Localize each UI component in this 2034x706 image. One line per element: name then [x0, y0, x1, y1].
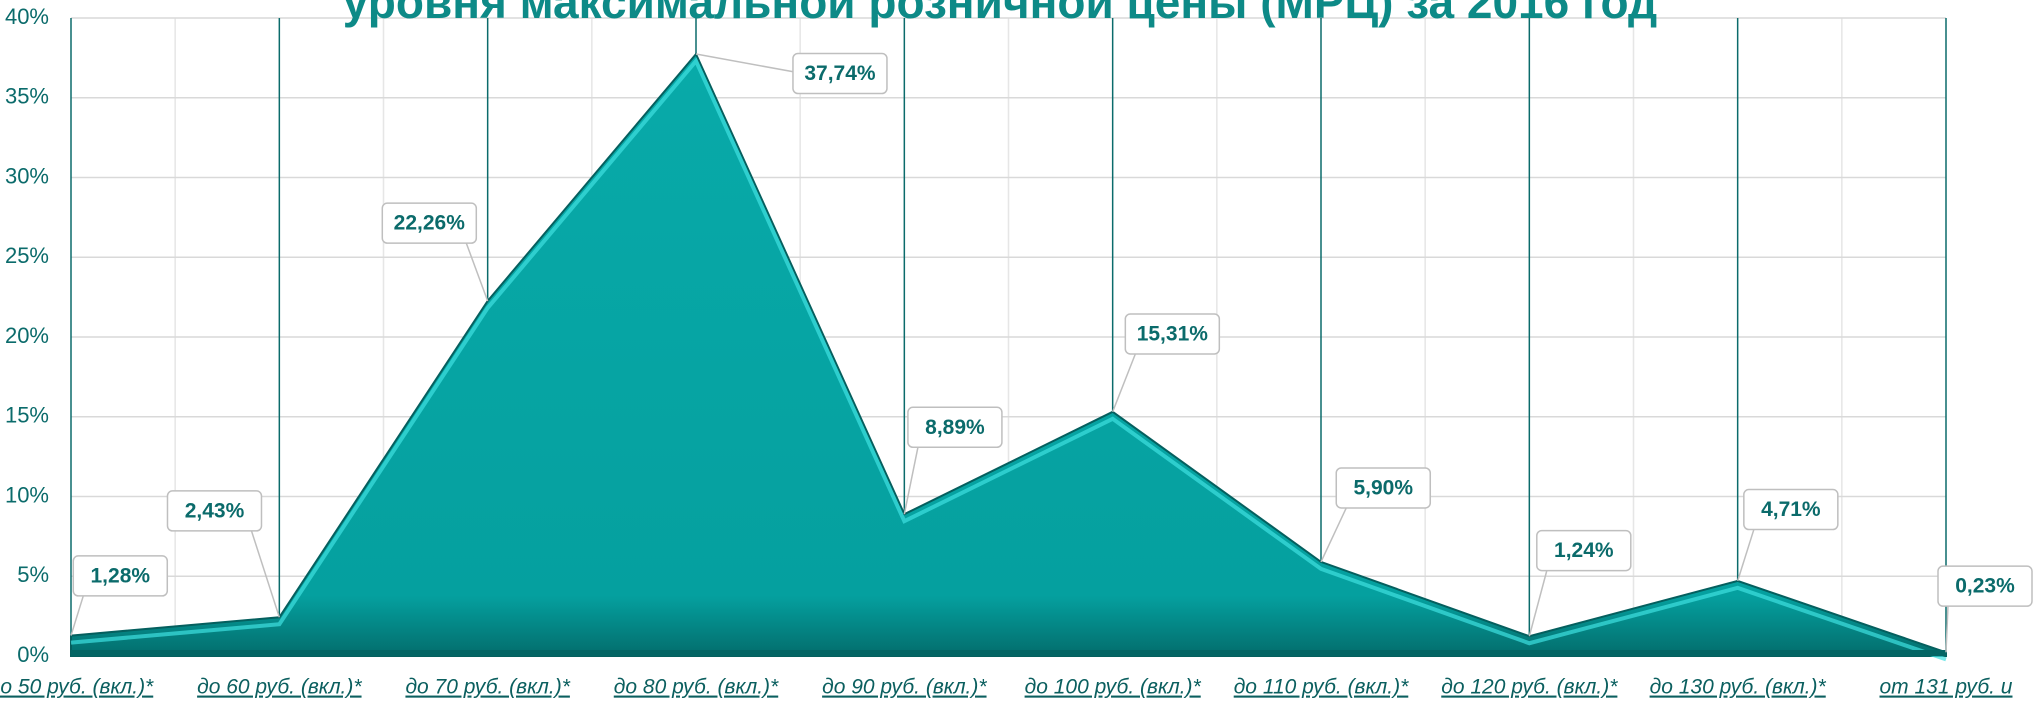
x-tick-label: до 60 руб. (вкл.)*	[197, 676, 362, 699]
value-label: 8,89%	[925, 416, 985, 439]
value-label: 2,43%	[185, 499, 245, 522]
x-tick-label: до 80 руб. (вкл.)*	[614, 676, 779, 699]
callout-box	[1743, 488, 1839, 531]
callout-leader	[1528, 570, 1548, 637]
y-tick-label: 35%	[5, 84, 49, 109]
callout-box	[1937, 565, 2033, 607]
callout-leader	[70, 595, 85, 636]
callout-box	[381, 202, 478, 244]
callout-box	[1536, 529, 1632, 572]
y-tick-label: 20%	[5, 323, 49, 348]
callout-leader	[1945, 606, 1949, 653]
callout-box	[1124, 313, 1221, 355]
value-label: 1,28%	[91, 564, 151, 587]
callout-leader	[903, 447, 919, 515]
y-tick-label: 40%	[5, 4, 49, 29]
value-label: 0,23%	[1955, 575, 2015, 598]
value-label: 15,31%	[1137, 323, 1209, 346]
x-tick-label: до 130 руб. (вкл.)*	[1650, 676, 1827, 699]
callout-leader	[1736, 529, 1755, 582]
y-tick-label: 5%	[17, 562, 49, 587]
callout-box	[792, 52, 888, 95]
value-label: 5,90%	[1353, 477, 1413, 500]
callout-leader	[695, 53, 804, 75]
x-tick-label: до 90 руб. (вкл.)*	[822, 676, 987, 699]
y-tick-label: 0%	[17, 642, 49, 667]
callout-box	[72, 555, 169, 597]
x-tick-label: до 120 руб. (вкл.)*	[1441, 676, 1618, 699]
plot: 1,28% до 50 руб. (вкл.)* 2,43% до 60 руб. (…	[0, 52, 2033, 699]
value-label: 1,24%	[1554, 539, 1614, 562]
callout-leader	[465, 242, 489, 302]
callout-box	[166, 490, 263, 532]
area-edge	[70, 57, 1947, 662]
callout-leader	[250, 530, 281, 618]
y-tick-label: 15%	[5, 403, 49, 428]
value-label: 22,26%	[394, 212, 466, 235]
chart-title: уровня максимальной розничной цены (МРЦ)…	[343, 0, 1657, 28]
value-label: 37,74%	[804, 62, 876, 85]
callout-leader	[1320, 507, 1347, 563]
x-tick-label: до 70 руб. (вкл.)*	[405, 676, 570, 699]
x-tick-label: от 131 руб. и	[1880, 676, 2013, 699]
y-tick-label: 30%	[5, 163, 49, 188]
callout-box	[1335, 467, 1432, 509]
x-tick-label: до 110 руб. (вкл.)*	[1234, 676, 1409, 699]
y-tick-label: 25%	[5, 243, 49, 268]
x-tick-label: до 100 руб. (вкл.)*	[1025, 676, 1202, 699]
x-tick-label: до 50 руб. (вкл.)*	[0, 676, 154, 699]
callout-box	[907, 406, 1003, 449]
value-label: 4,71%	[1761, 498, 1821, 521]
callout-leader	[1111, 353, 1137, 413]
y-tick-label: 10%	[5, 482, 49, 507]
baseline	[71, 650, 1946, 656]
